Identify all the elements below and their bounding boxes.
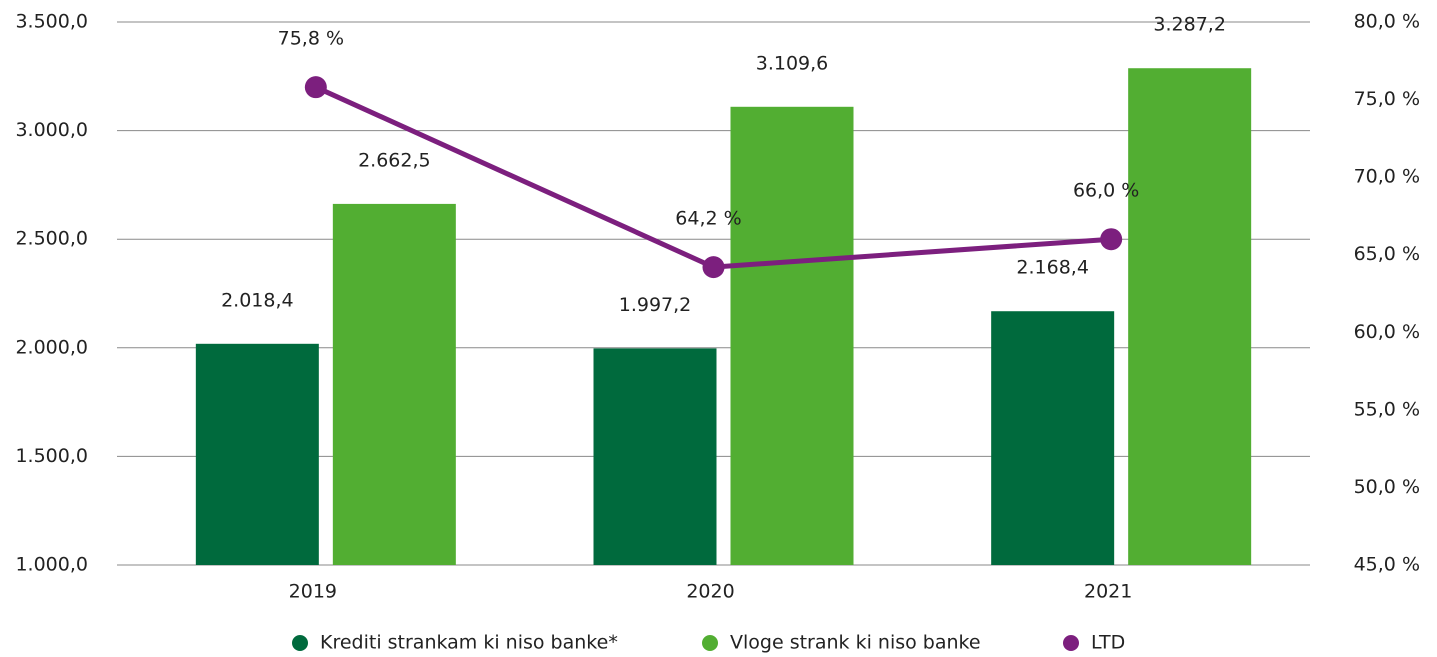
legend-marker bbox=[1063, 635, 1079, 651]
y2-tick-label: 70,0 % bbox=[1354, 166, 1420, 188]
legend-label: LTD bbox=[1091, 632, 1125, 654]
x-tick-label: 2019 bbox=[289, 581, 337, 603]
data-label: 2.018,4 bbox=[221, 289, 294, 311]
y2-tick-label: 60,0 % bbox=[1354, 321, 1420, 343]
x-tick-label: 2021 bbox=[1084, 581, 1132, 603]
line-point bbox=[702, 256, 725, 279]
y-tick-label: 1.500,0 bbox=[15, 445, 88, 467]
bar bbox=[730, 106, 854, 565]
data-label: 3.109,6 bbox=[756, 52, 829, 74]
legend-marker bbox=[702, 635, 718, 651]
data-label: 2.168,4 bbox=[1016, 257, 1089, 279]
y2-tick-label: 80,0 % bbox=[1354, 11, 1420, 33]
bar bbox=[991, 311, 1115, 565]
data-label: 1.997,2 bbox=[619, 294, 692, 316]
bar bbox=[1128, 68, 1252, 566]
bar bbox=[332, 203, 456, 565]
legend-label: Vloge strank ki niso banke bbox=[730, 632, 981, 654]
data-label: 64,2 % bbox=[675, 208, 741, 230]
legend-label: Krediti strankam ki niso banke* bbox=[320, 632, 618, 654]
x-tick-label: 2020 bbox=[686, 581, 734, 603]
y-tick-label: 1.000,0 bbox=[15, 554, 88, 576]
data-label: 66,0 % bbox=[1073, 180, 1139, 202]
bar bbox=[593, 348, 717, 565]
bar bbox=[195, 343, 319, 565]
line-point bbox=[1100, 228, 1123, 251]
line-point bbox=[304, 76, 327, 99]
legend-marker bbox=[292, 635, 308, 651]
y2-tick-label: 45,0 % bbox=[1354, 554, 1420, 576]
data-label: 2.662,5 bbox=[358, 149, 431, 171]
y-tick-label: 2.500,0 bbox=[15, 228, 88, 250]
y2-tick-label: 55,0 % bbox=[1354, 398, 1420, 420]
y-tick-label: 3.000,0 bbox=[15, 119, 88, 141]
y2-tick-label: 75,0 % bbox=[1354, 88, 1420, 110]
data-label: 75,8 % bbox=[278, 28, 344, 50]
y-tick-label: 3.500,0 bbox=[15, 11, 88, 33]
y-tick-label: 2.000,0 bbox=[15, 336, 88, 358]
data-label: 3.287,2 bbox=[1153, 14, 1226, 36]
y2-tick-label: 50,0 % bbox=[1354, 476, 1420, 498]
y2-tick-label: 65,0 % bbox=[1354, 243, 1420, 265]
